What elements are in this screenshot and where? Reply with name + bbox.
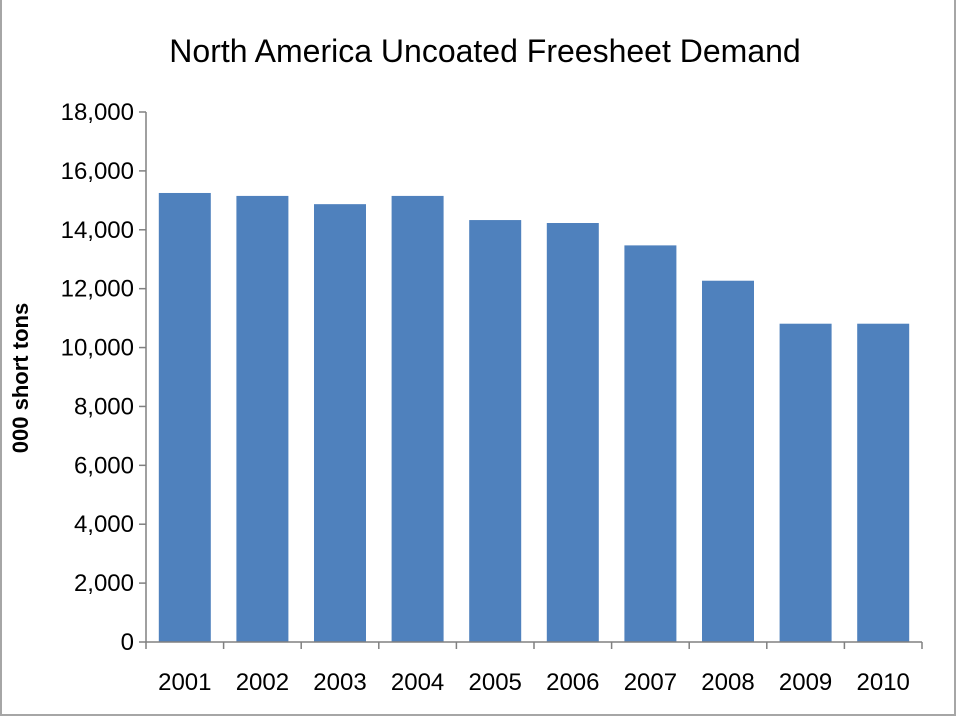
x-tick-label: 2007 (624, 669, 677, 696)
x-tick-label: 2001 (158, 669, 211, 696)
x-tick-label: 2002 (236, 669, 289, 696)
y-tick-label: 6,000 (74, 452, 134, 479)
bar-2003 (314, 204, 366, 642)
x-tick-label: 2006 (546, 669, 599, 696)
bar-2006 (546, 223, 599, 642)
y-tick-label: 10,000 (61, 335, 134, 362)
bar-2009 (779, 323, 832, 642)
bar-2001 (158, 192, 211, 642)
x-tick-label: 2010 (857, 669, 910, 696)
x-axis: 2001 2002 2003 2004 2005 2006 2007 2008 2009 2010 (145, 641, 923, 696)
bar-2010 (857, 323, 910, 642)
bar-2004 (391, 195, 444, 642)
y-tick-label: 4,000 (74, 511, 134, 538)
y-axis: 0 2,000 4,000 6,000 8,000 10,000 12,000 14,000 1… (61, 99, 147, 656)
bar-2008 (702, 280, 754, 642)
bar-2005 (469, 220, 522, 643)
y-tick-label: 16,000 (61, 158, 134, 185)
x-tick-label: 2003 (313, 669, 366, 696)
bar-2007 (624, 245, 677, 642)
y-tick-label: 12,000 (61, 276, 134, 303)
bar-2002 (236, 195, 289, 642)
x-tick-label: 2008 (701, 669, 754, 696)
y-tick-label: 8,000 (74, 393, 134, 420)
chart-title: North America Uncoated Freesheet Demand (169, 33, 800, 69)
y-tick-label: 14,000 (61, 217, 134, 244)
x-tick-label: 2005 (469, 669, 522, 696)
bars-group (158, 192, 910, 643)
y-tick-label: 18,000 (61, 99, 134, 126)
y-tick-label: 2,000 (74, 570, 134, 597)
x-tick-label: 2009 (779, 669, 832, 696)
y-axis-title: 000 short tons (8, 303, 33, 453)
y-tick-label: 0 (121, 629, 134, 656)
x-tick-label: 2004 (391, 669, 444, 696)
